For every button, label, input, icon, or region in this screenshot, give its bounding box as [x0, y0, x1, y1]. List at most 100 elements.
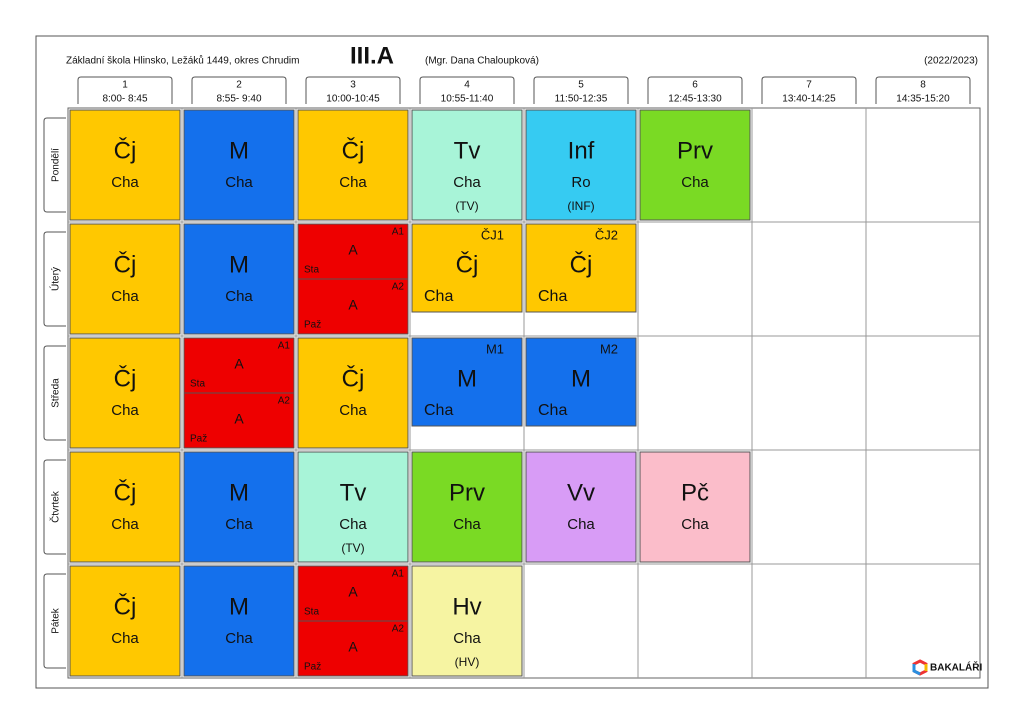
- room: (INF): [567, 199, 594, 213]
- period-number: 2: [236, 80, 242, 91]
- period-number: 5: [578, 80, 584, 91]
- teacher: Cha: [538, 288, 567, 305]
- period-box: [191, 76, 287, 104]
- lesson: [411, 565, 523, 677]
- period-box: [875, 76, 971, 104]
- subject: Tv: [340, 479, 367, 506]
- period-time: 11:50-12:35: [555, 94, 608, 105]
- teacher: Cha: [225, 288, 253, 305]
- teacher: Cha: [225, 174, 253, 191]
- lesson: [69, 109, 181, 221]
- subject: Čj: [456, 250, 479, 278]
- period-box: [647, 76, 743, 104]
- period-time: 10:55-11:40: [441, 94, 494, 105]
- subject: A: [348, 584, 358, 600]
- subject: A: [348, 297, 358, 313]
- school: Základní škola Hlinsko, Ležáků 1449, okr…: [66, 55, 299, 67]
- subject: Čj: [114, 592, 137, 620]
- lesson: [525, 451, 637, 563]
- teacher: Cha: [111, 516, 139, 533]
- period-number: 6: [692, 80, 698, 91]
- room: (TV): [341, 541, 364, 555]
- group: A1: [278, 341, 291, 352]
- teacher: Cha: [111, 288, 139, 305]
- teacher: Cha: [424, 288, 453, 305]
- teacher: Cha: [567, 516, 595, 533]
- group: ČJ2: [595, 227, 618, 242]
- teacher: Cha: [225, 630, 253, 647]
- period-number: 1: [122, 80, 128, 91]
- period-time: 8:55- 9:40: [216, 94, 261, 105]
- teacher: Cha: [111, 630, 139, 647]
- class: III.A: [350, 42, 394, 69]
- teacher: Cha: [453, 630, 481, 647]
- subject: Čj: [114, 250, 137, 278]
- teacher: Cha: [339, 174, 367, 191]
- teacher: Cha: [453, 516, 481, 533]
- logo-text: BAKALÁŘI: [930, 661, 982, 674]
- teacher: Cha: [681, 174, 709, 191]
- teacher: Ro: [571, 174, 590, 191]
- lesson: [297, 337, 409, 449]
- lesson: [525, 337, 637, 427]
- subject: M: [229, 593, 249, 620]
- day-name: Pátek: [51, 607, 62, 634]
- group: A2: [392, 624, 405, 635]
- lesson: [69, 451, 181, 563]
- group: A2: [392, 282, 405, 293]
- subject: M: [229, 479, 249, 506]
- lesson: [411, 451, 523, 563]
- subject: Prv: [677, 137, 713, 164]
- group: M1: [486, 341, 504, 356]
- period-number: 8: [920, 80, 926, 91]
- period-box: [419, 76, 515, 104]
- period-time: 10:00-10:45: [326, 94, 380, 105]
- subject: M: [229, 251, 249, 278]
- teacher: Cha: [339, 402, 367, 419]
- lesson: [183, 451, 295, 563]
- lesson: [411, 109, 523, 221]
- subject: Hv: [452, 593, 481, 620]
- lesson: [69, 337, 181, 449]
- teacher: (Mgr. Dana Chaloupková): [425, 56, 539, 67]
- subject: Prv: [449, 479, 485, 506]
- day-box: [43, 459, 66, 555]
- lesson: [297, 109, 409, 221]
- lesson: [525, 223, 637, 313]
- lesson: [411, 223, 523, 313]
- teacher: Cha: [111, 402, 139, 419]
- subject: Tv: [454, 137, 481, 164]
- lesson: [69, 565, 181, 677]
- group: M2: [600, 341, 618, 356]
- subject: M: [457, 365, 477, 392]
- period-time: 8:00- 8:45: [102, 94, 147, 105]
- day-box: [43, 117, 66, 213]
- teacher: Paž: [304, 662, 321, 673]
- day-box: [43, 231, 66, 327]
- lesson: [183, 109, 295, 221]
- logo: BAKALÁŘI: [912, 659, 982, 676]
- subject: A: [348, 242, 358, 258]
- subject: A: [348, 639, 358, 655]
- lesson: [639, 109, 751, 221]
- room: (HV): [455, 655, 480, 669]
- teacher: Sta: [304, 607, 319, 618]
- subject: Čj: [114, 136, 137, 164]
- period-time: 14:35-15:20: [896, 94, 950, 105]
- lesson: [639, 451, 751, 563]
- room: (TV): [455, 199, 478, 213]
- period-time: 13:40-14:25: [782, 94, 836, 105]
- teacher: Cha: [111, 174, 139, 191]
- teacher: Cha: [538, 402, 567, 419]
- lesson: [183, 223, 295, 335]
- subject: M: [229, 137, 249, 164]
- period-number: 7: [806, 80, 812, 91]
- teacher: Cha: [339, 516, 367, 533]
- subject: Čj: [114, 364, 137, 392]
- subject: A: [234, 411, 244, 427]
- group: A1: [392, 227, 405, 238]
- period-number: 3: [350, 80, 356, 91]
- period-time: 12:45-13:30: [668, 94, 722, 105]
- subject: Pč: [681, 479, 709, 506]
